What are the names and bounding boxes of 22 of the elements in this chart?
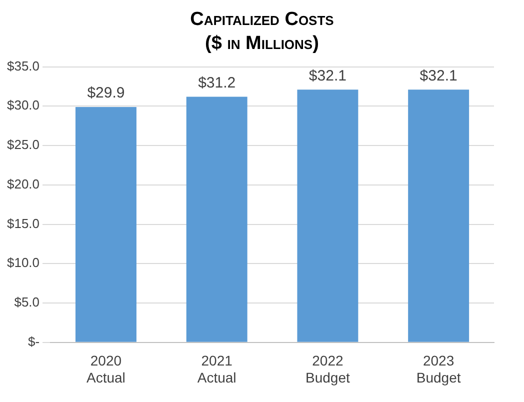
y-tick-label: $15.0 bbox=[6, 216, 40, 231]
data-label: $31.2 bbox=[198, 74, 236, 92]
x-tick-label: 2021 Actual bbox=[197, 352, 236, 386]
y-tick-label: $5.0 bbox=[14, 294, 40, 310]
chart-subtitle: ($ in Millions) bbox=[204, 32, 320, 56]
bar bbox=[297, 90, 358, 342]
data-label: $32.1 bbox=[308, 67, 346, 84]
bar bbox=[408, 90, 470, 342]
y-tick-label: $30.0 bbox=[6, 98, 40, 113]
chart-title: Capitalized Costs bbox=[189, 8, 335, 32]
y-tick-label: $35.0 bbox=[6, 58, 40, 74]
y-tick-label: $10.0 bbox=[6, 255, 40, 270]
data-label: $32.1 bbox=[420, 67, 458, 84]
bar bbox=[75, 106, 136, 342]
y-tick-label: $25.0 bbox=[6, 137, 40, 152]
x-tick-label: 2022 Budget bbox=[306, 352, 350, 386]
y-tick-label: $- bbox=[28, 334, 40, 349]
x-tick-label: 2020 Actual bbox=[86, 352, 126, 386]
data-label: $29.9 bbox=[87, 84, 125, 102]
y-tick-label: $20.0 bbox=[6, 176, 40, 192]
x-tick-label: 2023 Budget bbox=[416, 352, 461, 386]
bar bbox=[186, 96, 248, 342]
